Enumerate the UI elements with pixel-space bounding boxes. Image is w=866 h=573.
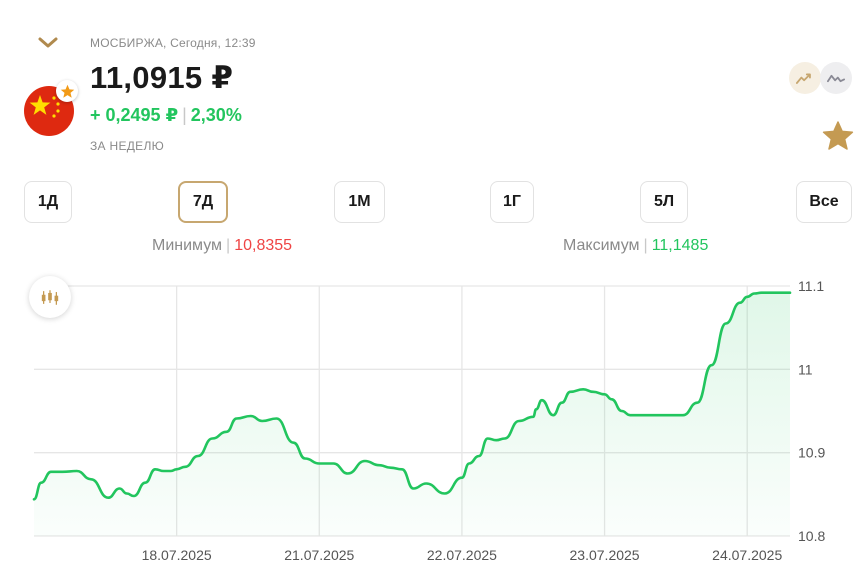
divider: | (643, 237, 648, 254)
price-change: + 0,2495 ₽ | 2,30% (90, 105, 242, 126)
favorite-badge (56, 80, 78, 102)
change-percent: 2,30% (190, 105, 242, 125)
price-line (32, 291, 792, 501)
period-all-button[interactable]: Все (796, 181, 852, 223)
maximum-label: Максимум (563, 237, 640, 254)
y-tick-label: 10.8 (798, 528, 825, 544)
period-1d-button[interactable]: 1Д (24, 181, 72, 223)
exchange-timestamp: МОСБИРЖА, Сегодня, 12:39 (90, 36, 256, 50)
minimum-value: 10,8355 (234, 237, 293, 254)
chart-mode-button[interactable] (789, 62, 821, 94)
favorite-star-button[interactable] (822, 120, 854, 152)
price-chart: 10.8 10.9 11 11.1 18.07.2025 21.07.2025 22.07.… (32, 278, 825, 563)
chevron-down-icon[interactable] (36, 34, 60, 52)
divider: | (182, 105, 187, 125)
minimum-stat: Минимум | 10,8355 (152, 237, 292, 255)
x-tick-label: 22.07.2025 (427, 547, 497, 563)
divider: | (226, 237, 231, 254)
x-tick-label: 24.07.2025 (712, 547, 782, 563)
x-tick-label: 23.07.2025 (570, 547, 640, 563)
y-tick-label: 11.1 (798, 278, 824, 294)
minimum-label: Минимум (152, 237, 223, 254)
period-selector: 1Д 7Д 1М 1Г 5Л Все (24, 181, 852, 223)
candlestick-icon (41, 289, 59, 305)
chart-mode-alt-button[interactable] (820, 62, 852, 94)
maximum-value: 11,1485 (651, 237, 709, 254)
line-chart-icon (796, 73, 811, 84)
y-tick-label: 10.9 (798, 445, 825, 461)
change-absolute: + 0,2495 ₽ (90, 105, 179, 125)
star-icon (60, 84, 74, 98)
price-area-fill (34, 292, 790, 536)
period-5y-button[interactable]: 5Л (640, 181, 688, 223)
period-7d-button[interactable]: 7Д (178, 181, 228, 223)
x-tick-label: 21.07.2025 (284, 547, 354, 563)
period-1y-button[interactable]: 1Г (490, 181, 534, 223)
line-chart-icon (827, 74, 845, 82)
y-tick-label: 11 (798, 361, 813, 377)
maximum-stat: Максимум | 11,1485 (563, 237, 708, 255)
current-price: 11,0915 ₽ (90, 60, 234, 95)
candlestick-toggle-button[interactable] (29, 276, 71, 318)
period-label: ЗА НЕДЕЛЮ (90, 139, 165, 153)
x-tick-label: 18.07.2025 (142, 547, 212, 563)
period-1m-button[interactable]: 1М (334, 181, 385, 223)
